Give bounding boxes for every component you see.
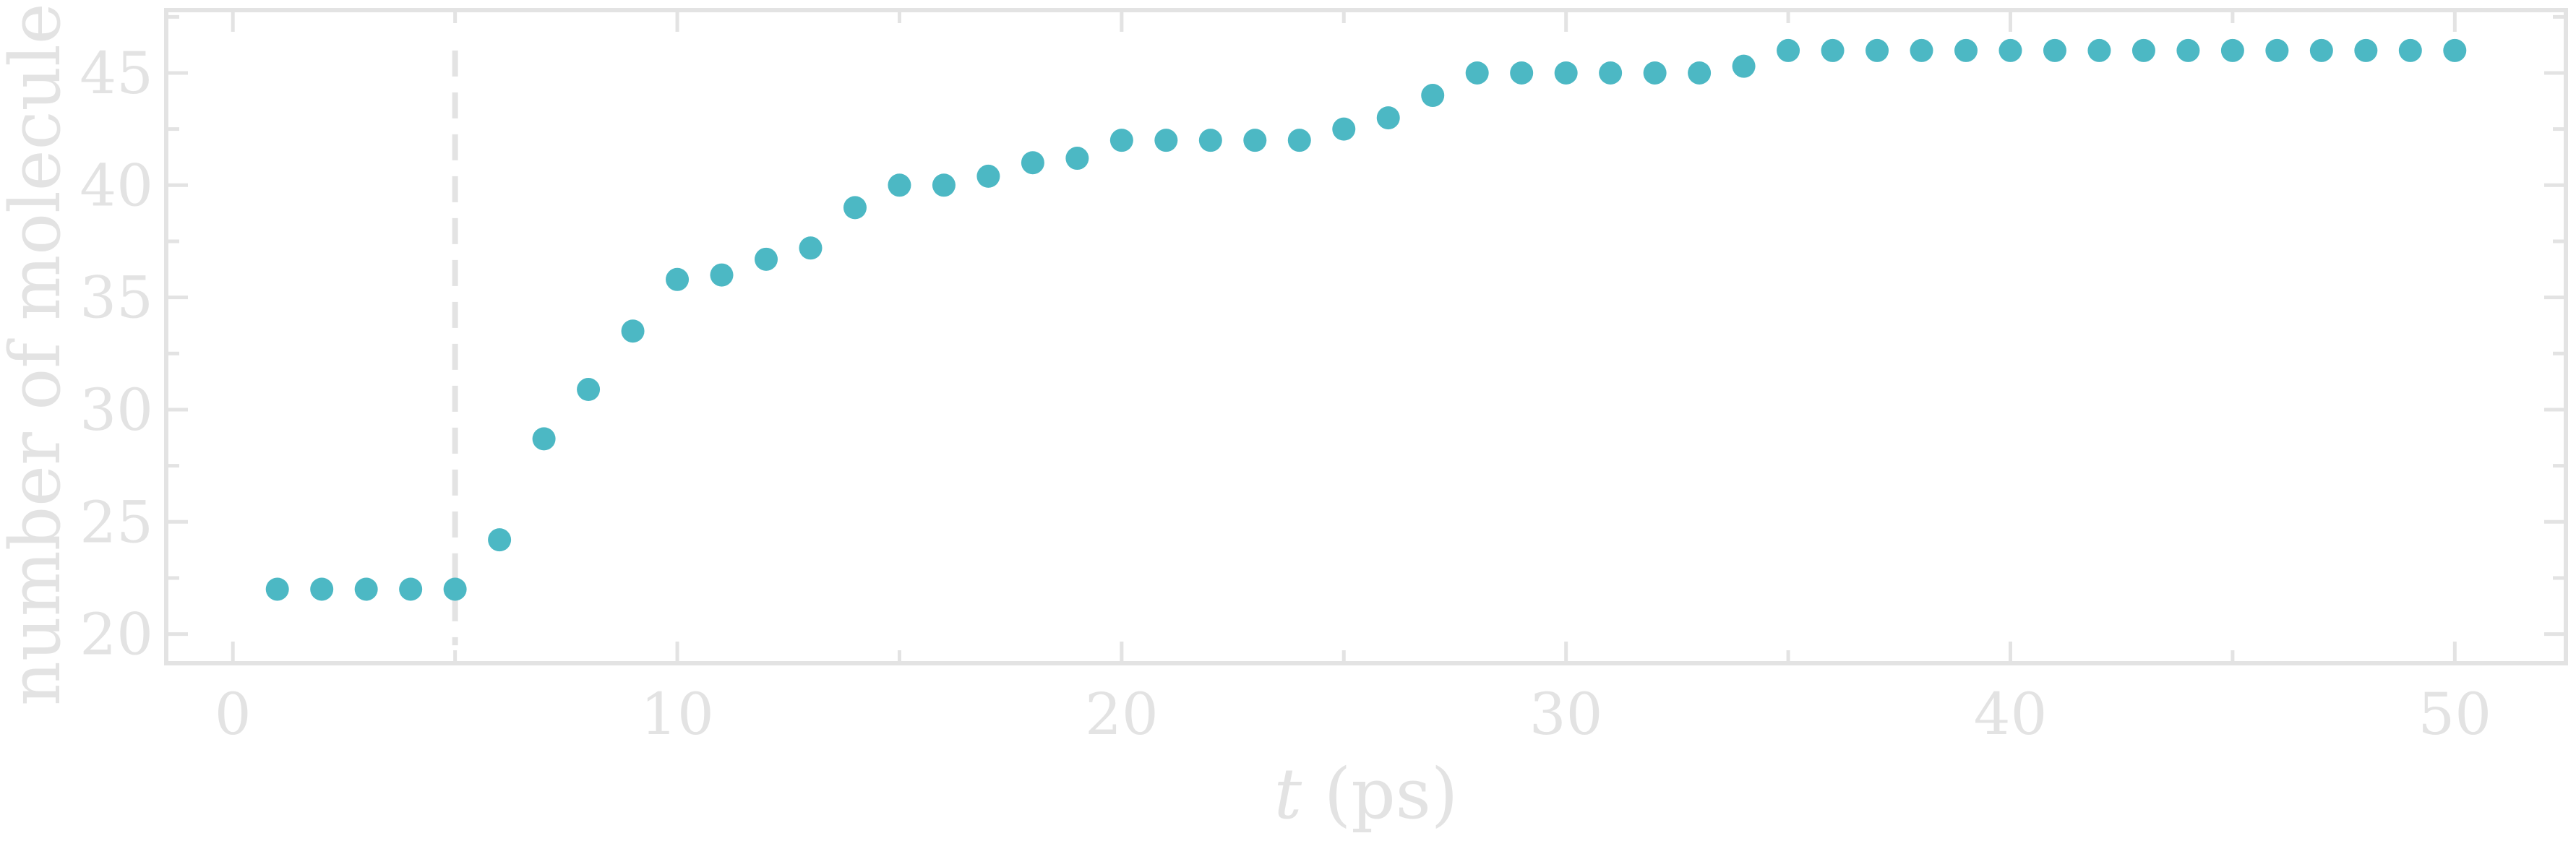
data-point [2354, 38, 2378, 62]
data-point [2220, 38, 2244, 62]
data-point [843, 196, 867, 220]
x-tick-label: 40 [1974, 681, 2048, 748]
data-point [265, 577, 289, 601]
data-point [976, 164, 1000, 188]
y-tick-label: 35 [80, 264, 153, 332]
data-point [755, 247, 778, 271]
data-point [1599, 61, 1623, 85]
data-point [2443, 38, 2467, 62]
data-point [2087, 38, 2111, 62]
data-point [1154, 129, 1178, 152]
data-point [2309, 38, 2333, 62]
data-point [799, 236, 823, 260]
data-point [2043, 38, 2066, 62]
data-point [666, 267, 690, 291]
data-point [710, 263, 734, 287]
y-tick-label: 25 [80, 488, 153, 556]
data-point [310, 577, 334, 601]
data-point [532, 427, 556, 451]
x-tick-label: 30 [1529, 681, 1603, 748]
data-point [1421, 84, 1445, 108]
x-tick-label: 10 [640, 681, 714, 748]
data-point [1688, 61, 1712, 85]
data-point [488, 528, 512, 552]
data-point [443, 577, 467, 601]
data-point [1109, 129, 1133, 152]
data-point [1198, 129, 1222, 152]
data-point [577, 378, 601, 402]
data-point [2176, 38, 2200, 62]
data-point [1065, 147, 1089, 171]
data-point [1910, 38, 1933, 62]
x-tick-label: 20 [1085, 681, 1159, 748]
data-point [1510, 61, 1534, 85]
data-point [1376, 106, 1400, 130]
x-axis-label: t (ps) [1274, 754, 1459, 834]
data-point [1643, 61, 1667, 85]
data-point [1021, 151, 1044, 175]
data-point [1777, 38, 1800, 62]
data-point [1554, 61, 1578, 85]
data-point [1998, 38, 2022, 62]
data-point [1866, 38, 1889, 62]
tick-labels: 0 10 20 30 40 50 20 25 30 35 40 45 [80, 40, 2491, 748]
y-tick-label: 30 [80, 376, 153, 444]
x-axis-label-var: t [1274, 754, 1302, 834]
y-tick-label: 20 [80, 601, 153, 668]
data-point [2265, 38, 2289, 62]
data-point [354, 577, 378, 601]
data-point [1954, 38, 1978, 62]
axis-ticks [166, 10, 2566, 663]
data-points [265, 38, 2467, 601]
data-point [932, 173, 956, 197]
data-point [1243, 129, 1267, 152]
data-point [1465, 61, 1489, 85]
x-tick-label: 0 [215, 681, 252, 748]
data-point [1732, 54, 1756, 78]
data-point [399, 577, 423, 601]
data-point [888, 173, 911, 197]
y-tick-label: 40 [80, 152, 153, 219]
data-point [1332, 117, 1356, 141]
y-axis-label: number of molecules [0, 0, 76, 706]
data-point [2398, 38, 2422, 62]
plot-frame [164, 8, 2568, 665]
data-point [1287, 129, 1311, 152]
x-axis-label-unit: (ps) [1302, 754, 1458, 834]
data-point [2131, 38, 2155, 62]
data-point [1821, 38, 1845, 62]
y-tick-label: 45 [80, 40, 153, 107]
data-point [621, 319, 645, 343]
x-tick-label: 50 [2418, 681, 2491, 748]
